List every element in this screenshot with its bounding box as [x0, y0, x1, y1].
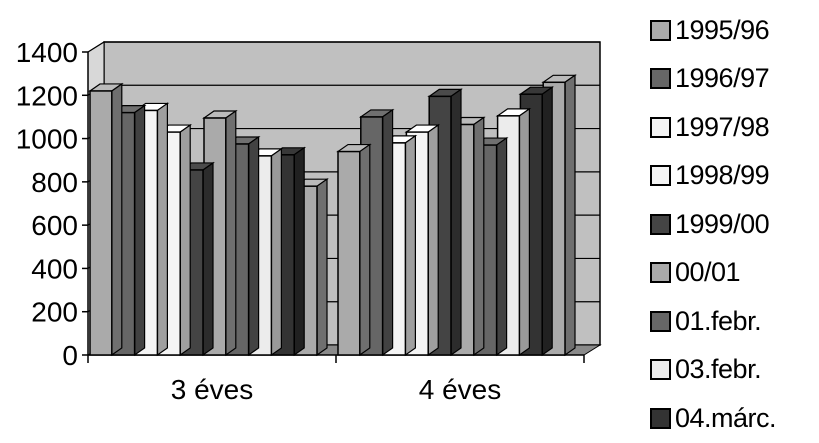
legend-label: 1998/99	[675, 160, 770, 191]
legend-swatch	[650, 116, 671, 138]
y-tick-label: 200	[31, 297, 78, 328]
legend-label: 03.febr.	[675, 354, 762, 385]
bar-side	[111, 82, 123, 357]
y-tick-label: 1000	[16, 124, 78, 155]
bar-side	[293, 146, 305, 357]
bar-side	[179, 123, 191, 357]
bars	[88, 74, 577, 357]
bar-side	[359, 143, 371, 357]
bar-side	[202, 161, 214, 357]
legend-swatch	[650, 359, 671, 381]
legend-swatch	[650, 262, 671, 284]
bar	[336, 143, 372, 357]
legend-item: 1997/98	[650, 103, 776, 152]
legend-swatch	[650, 68, 671, 90]
y-tick-label: 800	[31, 167, 78, 198]
legend-swatch	[650, 407, 671, 429]
legend-label: 1995/96	[675, 14, 770, 45]
bar	[88, 82, 124, 357]
legend-label: 1996/97	[675, 63, 770, 94]
bar-chart: 0 200 400 600 800 1000 1200 1400 3 éves 4 éves	[16, 37, 602, 405]
legend-swatch	[650, 19, 671, 41]
bar-side	[404, 134, 416, 357]
legend-item: 1998/99	[650, 152, 776, 201]
legend-swatch	[650, 165, 671, 187]
legend-label: 01.febr.	[675, 305, 762, 336]
legend-item: 1999/00	[650, 200, 776, 249]
x-axis-tick-labels: 3 éves 4 éves	[87, 355, 585, 405]
bar-side	[450, 88, 462, 357]
bar-side	[427, 123, 439, 357]
legend-swatch	[650, 213, 671, 235]
x-tick-label: 3 éves	[171, 374, 254, 405]
bar-side	[248, 135, 260, 357]
bar-side	[316, 178, 328, 357]
legend-swatch	[650, 310, 671, 332]
bar-side	[518, 107, 531, 357]
legend-item: 1995/96	[650, 6, 776, 55]
y-tick-label: 1200	[16, 80, 78, 111]
legend-item: 01.febr.	[650, 297, 776, 346]
legend-label: 1997/98	[675, 111, 770, 142]
y-axis-tick-labels: 0 200 400 600 800 1000 1200 1400	[16, 37, 78, 371]
legend-item: 00/01	[650, 249, 776, 298]
bar-side	[496, 136, 508, 357]
bar-side	[564, 74, 576, 357]
legend-label: 04.márc.	[675, 402, 777, 433]
bar-front	[89, 90, 113, 356]
legend-item: 1996/97	[650, 55, 776, 104]
bar-side	[134, 104, 146, 357]
bar-side	[225, 109, 237, 357]
legend-item: 03.febr.	[650, 346, 776, 395]
legend-item: 04.márc.	[650, 394, 777, 443]
y-tick-label: 1400	[16, 37, 78, 68]
y-tick-label: 600	[31, 210, 78, 241]
y-tick-label: 400	[31, 253, 78, 284]
bar-front	[337, 150, 361, 356]
legend-label: 1999/00	[675, 208, 770, 239]
legend-label: 00/01	[675, 257, 741, 288]
bar-side	[541, 86, 553, 357]
bar-side	[382, 108, 394, 357]
bar-side	[270, 147, 282, 357]
legend: 1995/96 1996/97 1997/98 1998/99 1999/00 00/01…	[650, 6, 777, 443]
gridline	[87, 41, 600, 53]
bar-side	[473, 116, 485, 357]
x-tick-label: 4 éves	[419, 374, 502, 405]
y-tick-label: 0	[62, 340, 78, 371]
bar-side	[156, 102, 168, 357]
